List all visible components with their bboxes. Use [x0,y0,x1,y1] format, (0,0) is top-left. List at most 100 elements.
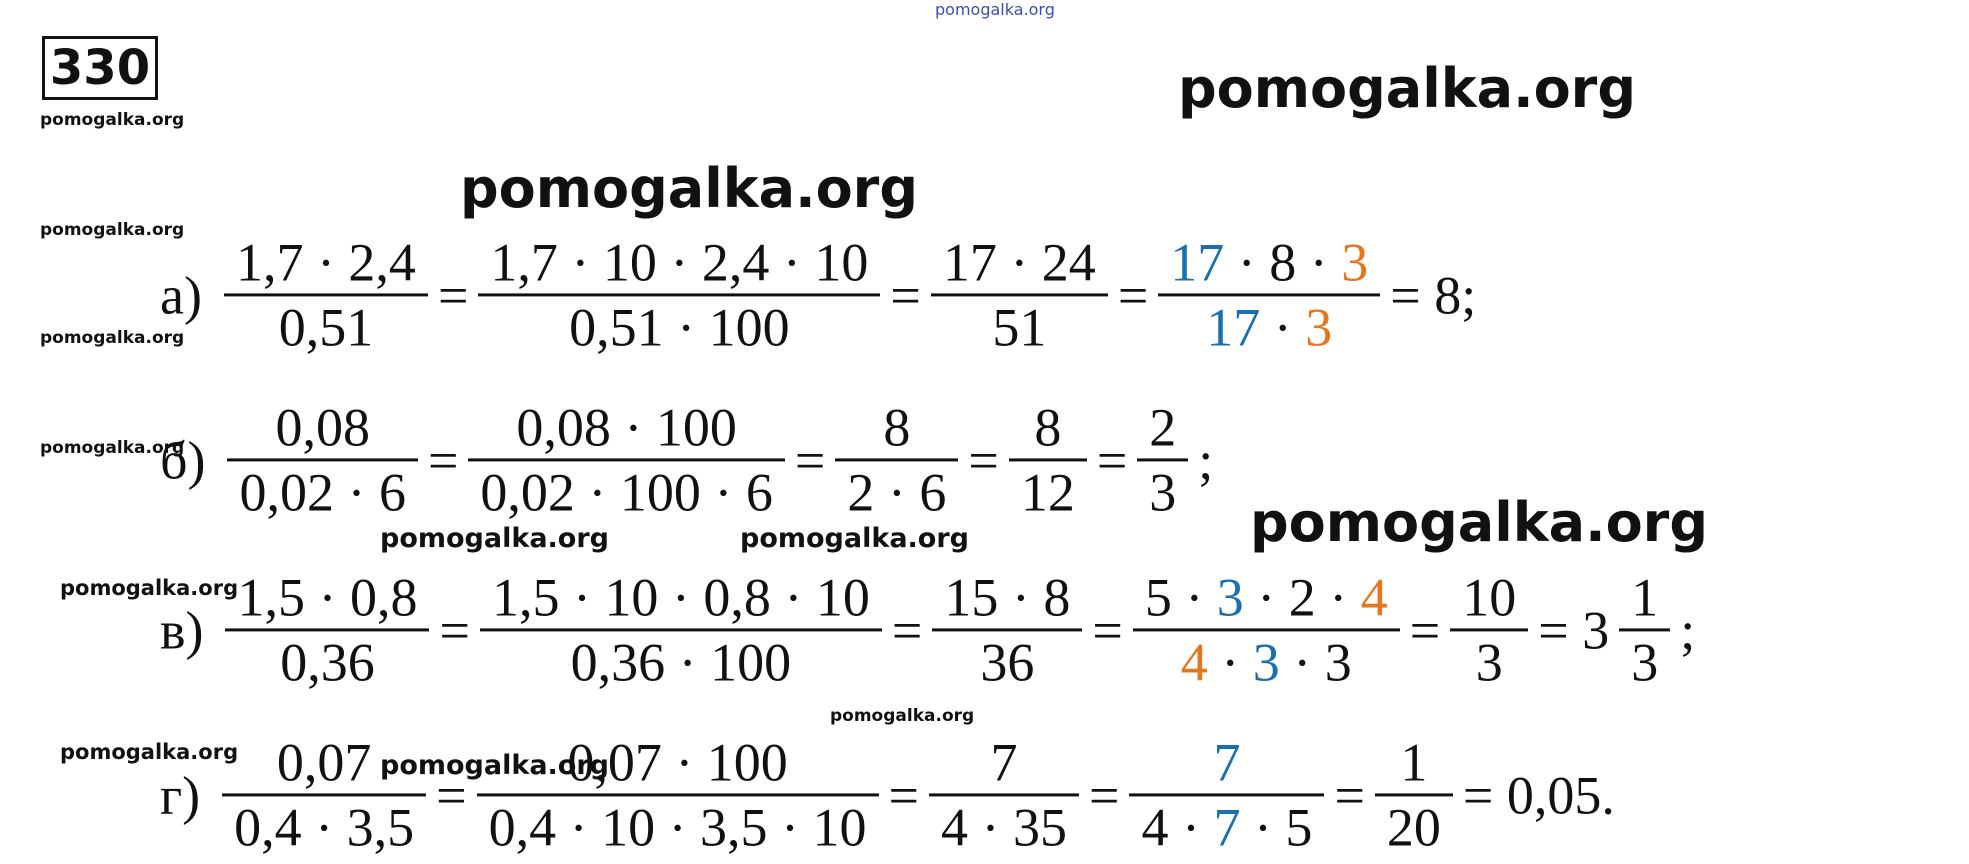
fraction: 0,08 · 100 0,02 · 100 · 6 [468,396,785,523]
solution-row: б) 0,08 0,02 · 6 = 0,08 · 100 0,02 · 100 · 6 =… [160,396,1213,523]
denominator: 17 · 3 [1158,293,1381,359]
denominator: 51 [930,293,1108,359]
numerator: 0,08 · 100 [510,396,742,458]
numerator: 17 · 8 · 3 [1164,231,1374,293]
numerator: 2 [1143,396,1182,458]
watermark: pomogalka.org [1178,57,1636,120]
operator: ; [1198,430,1214,490]
fraction: 1,7 · 2,4 0,51 [223,231,428,358]
operator: = 3 [1538,600,1610,660]
numerator: 1,5 · 0,8 [231,566,423,628]
solution-row: в) 1,5 · 0,8 0,36 = 1,5 · 10 · 0,8 · 10 0,36 … [160,566,1695,693]
term: 7 [990,732,1018,793]
term: 3 [1341,232,1369,293]
term: 0,51 · 100 [569,297,790,358]
watermark: pomogalka.org [60,576,239,600]
denominator: 0,36 [225,628,430,694]
numerator: 15 · 8 [938,566,1076,628]
term: 17 [1206,297,1261,358]
watermark: pomogalka.org [60,740,239,764]
row-label: б) [160,430,206,490]
numerator: 8 [1028,396,1067,458]
denominator: 0,4 · 10 · 3,5 · 10 [476,793,879,859]
watermark: pomogalka.org [380,750,609,781]
denominator: 36 [932,628,1083,694]
term: 2 [1149,397,1177,458]
watermark: pomogalka.org [460,157,918,220]
term: 4 [1360,567,1388,628]
denominator: 20 [1374,793,1453,859]
operator: = [437,265,469,325]
solution-row: г) 0,07 0,4 · 3,5 = 0,07 · 100 0,4 · 10 · 3,5… [160,731,1615,858]
term: 1,5 · 10 · 0,8 · 10 [491,567,870,628]
term: 0,08 [275,397,370,458]
term: 0,07 [276,732,372,793]
solution-row: а) 1,7 · 2,4 0,51 = 1,7 · 10 · 2,4 · 10 0,51 … [160,231,1476,358]
problem-number: 330 [42,36,158,100]
numerator: 0,07 · 100 [561,731,793,793]
term: 3 [1631,632,1659,693]
watermark: pomogalka.org [935,0,1055,19]
operator: = [890,265,921,325]
operator: = [436,765,467,825]
fraction: 8 12 [1008,396,1087,523]
operator: = [1092,600,1123,660]
term: 4 [1180,632,1208,693]
operator: = [1117,265,1149,325]
term: 3 [1149,462,1177,523]
term: 20 [1386,797,1441,858]
term: 4 · 35 [941,797,1067,858]
term: · 2 · [1243,567,1361,628]
term: 17 [1170,232,1225,293]
fraction: 1,5 · 0,8 0,36 [225,566,430,693]
fraction: 0,07 0,4 · 3,5 [222,731,427,858]
numerator: 0,08 [269,396,376,458]
operator: = [439,600,470,660]
term: 10 [1462,567,1517,628]
term: 2 · 6 [847,462,947,523]
denominator: 2 · 6 [835,458,959,524]
term: 3 [1305,297,1333,358]
fraction: 10 3 [1450,566,1529,693]
term: 1 [1400,732,1428,793]
numerator: 10 [1456,566,1522,628]
term: 7 [1213,732,1241,793]
denominator: 0,51 · 100 [478,293,881,359]
operator: = [427,430,459,490]
term: 17 · 24 [942,232,1096,293]
term: · [1260,297,1306,358]
numerator: 17 · 24 [937,231,1102,293]
term: · [1207,632,1253,693]
term: 51 [992,297,1047,358]
numerator: 0,07 [271,731,378,793]
term: 1,7 · 10 · 2,4 · 10 [490,232,869,293]
term: 36 [980,632,1035,693]
term: 0,07 · 100 [567,732,788,793]
fraction: 17 · 8 · 3 17 · 3 [1158,231,1381,358]
operator: = [1089,765,1120,825]
numerator: 1,7 · 2,4 [230,231,422,293]
numerator: 1,5 · 10 · 0,8 · 10 [486,566,876,628]
term: 0,36 · 100 [570,632,792,693]
term: 3 [1252,632,1280,693]
term: 0,4 · 10 · 3,5 · 10 [488,797,867,858]
row-label: в) [160,600,204,660]
denominator: 3 [1137,458,1189,524]
watermark: pomogalka.org [380,523,609,554]
fraction: 1 20 [1374,731,1453,858]
denominator: 0,02 · 100 · 6 [468,458,785,524]
watermark: pomogalka.org [1250,491,1708,554]
term: 12 [1020,462,1075,523]
fraction: 1,7 · 10 · 2,4 · 10 0,51 · 100 [478,231,881,358]
watermark: pomogalka.org [40,438,185,458]
denominator: 0,36 · 100 [479,628,882,694]
fraction: 0,07 · 100 0,4 · 10 · 3,5 · 10 [476,731,879,858]
fraction: 1,5 · 10 · 0,8 · 10 0,36 · 100 [479,566,882,693]
row-label: а) [160,265,202,325]
